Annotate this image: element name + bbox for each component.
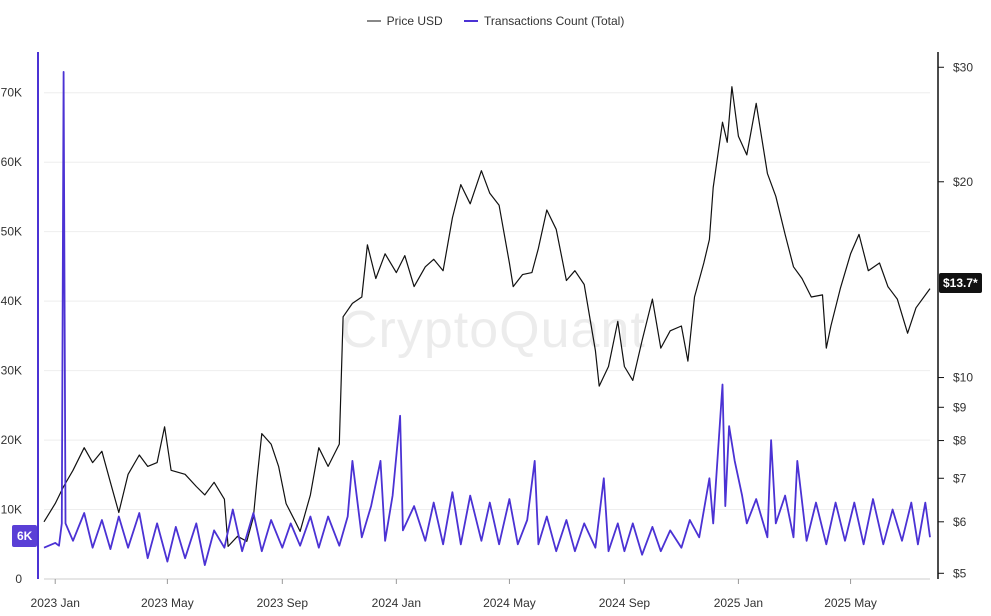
left-tick-label: 30K [1, 364, 22, 378]
left-tick-label: 50K [1, 225, 22, 239]
transactions-line-swatch-icon [464, 20, 479, 22]
legend-item-price[interactable]: Price USD [366, 14, 443, 28]
x-tick-label: 2025 May [824, 596, 877, 610]
left-tick-label: 10K [1, 503, 22, 517]
chart-legend: Price USD Transactions Count (Total) [0, 11, 991, 28]
right-tick-label: $9 [953, 400, 967, 414]
x-tick-label: 2024 Sep [599, 596, 651, 610]
left-tick-label: 0 [15, 572, 22, 586]
legend-price-label: Price USD [386, 14, 443, 28]
left-tick-label: 40K [1, 294, 22, 308]
x-axis: 2023 Jan 2023 May 2023 Sep 2024 Jan 2024 May… [31, 578, 930, 610]
grid-lines [44, 92, 930, 511]
legend-item-transactions[interactable]: Transactions Count (Total) [464, 14, 624, 28]
right-tick-label: $8 [953, 434, 967, 448]
legend-transactions-label: Transactions Count (Total) [484, 14, 625, 28]
right-tick-label: $20 [953, 175, 973, 189]
price-line-swatch-icon [366, 20, 381, 22]
left-tick-label: 60K [1, 155, 22, 169]
right-tick-label: $7 [953, 471, 967, 485]
x-tick-label: 2023 May [141, 596, 194, 610]
left-tick-label: 70K [1, 86, 22, 100]
right-tick-label: $30 [953, 60, 973, 74]
price-current-badge: $13.7* [939, 273, 982, 293]
price-usd-line [43, 86, 931, 548]
x-tick-label: 2024 May [483, 596, 536, 610]
right-y-axis: $5 $6 $7 $8 $9 $10 $20 $30 [937, 52, 973, 580]
x-tick-label: 2025 Jan [714, 596, 763, 610]
transactions-current-badge: 6K [12, 525, 38, 547]
right-tick-label: $5 [953, 566, 967, 580]
right-tick-label: $6 [953, 515, 967, 529]
right-tick-label: $10 [953, 371, 973, 385]
series-layer [43, 71, 931, 566]
x-tick-label: 2023 Jan [31, 596, 80, 610]
x-tick-label: 2023 Sep [257, 596, 309, 610]
left-y-axis: 0 10K 20K 30K 40K 50K 60K 70K [1, 52, 39, 586]
left-tick-label: 20K [1, 433, 22, 447]
x-tick-label: 2024 Jan [372, 596, 421, 610]
transactions-count-line [43, 71, 931, 566]
